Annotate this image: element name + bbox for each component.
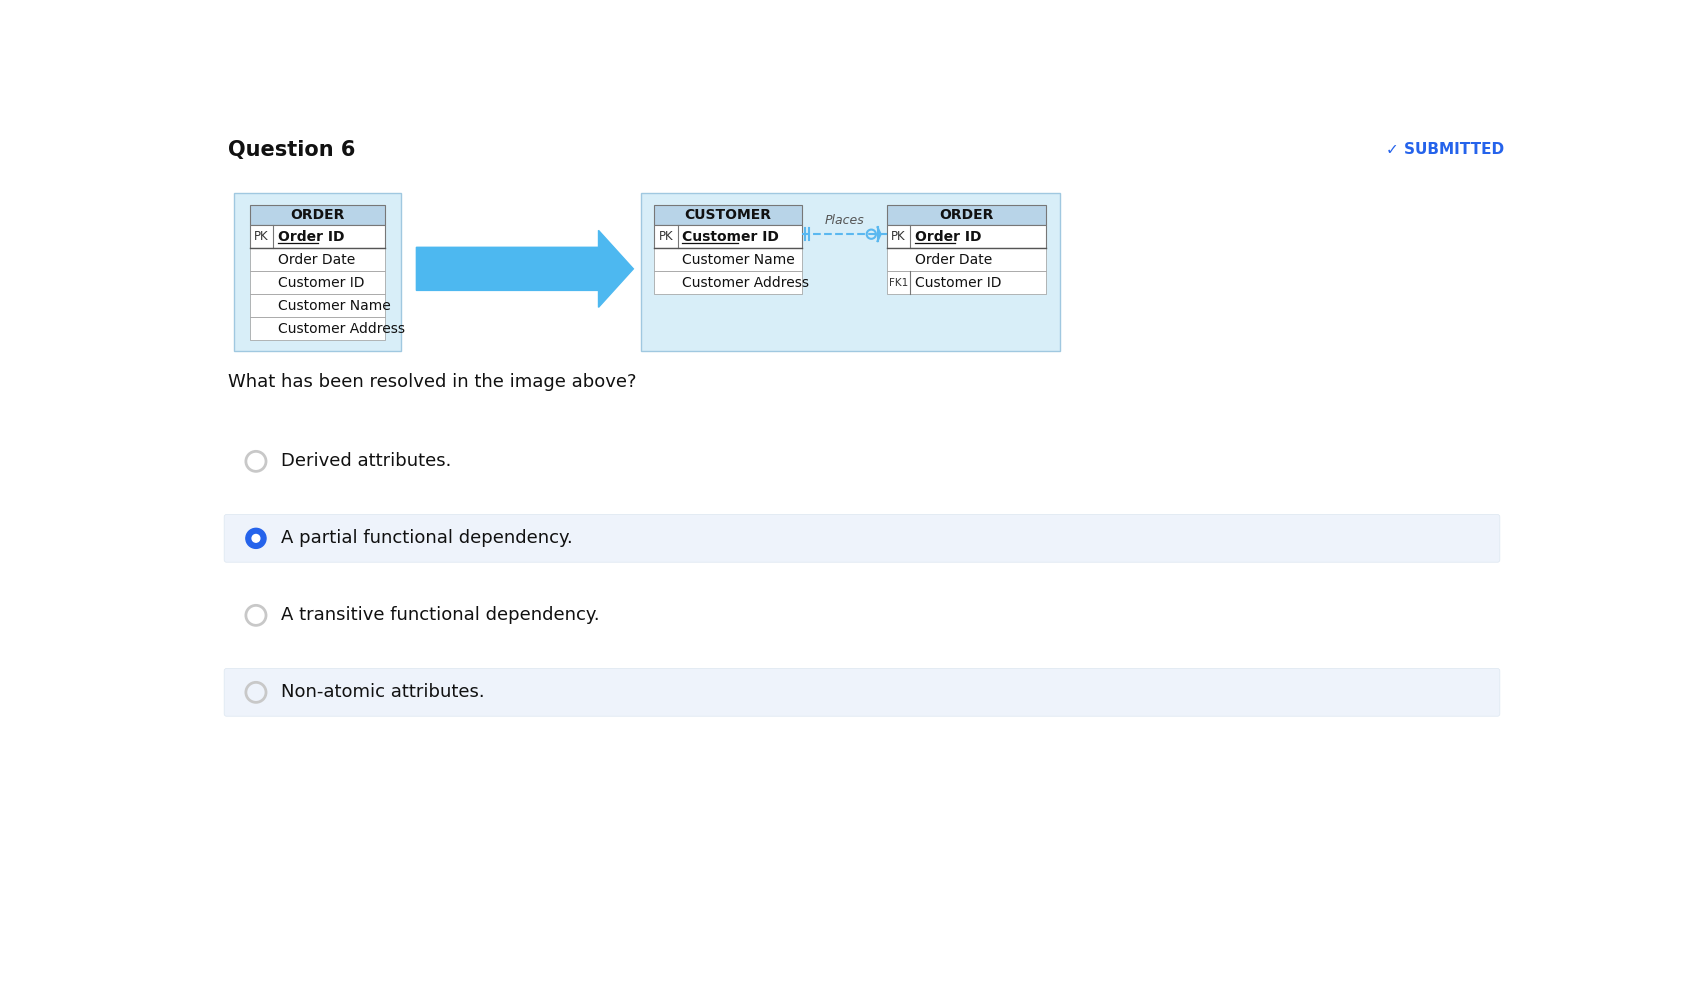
Bar: [250, 248, 385, 272]
Bar: [250, 225, 385, 248]
Text: A transitive functional dependency.: A transitive functional dependency.: [280, 606, 599, 624]
Bar: [886, 205, 1045, 225]
Bar: [250, 318, 385, 341]
Bar: [641, 193, 1060, 352]
Text: Order Date: Order Date: [277, 253, 354, 267]
Text: Order ID: Order ID: [915, 229, 981, 243]
Text: ORDER: ORDER: [290, 208, 344, 222]
Text: Customer Name: Customer Name: [682, 253, 795, 267]
Circle shape: [252, 534, 260, 542]
FancyBboxPatch shape: [225, 514, 1501, 562]
Bar: [250, 205, 385, 225]
Bar: [886, 272, 1045, 295]
Text: Customer Address: Customer Address: [682, 276, 809, 290]
Bar: [655, 205, 802, 225]
Text: Derived attributes.: Derived attributes.: [280, 452, 451, 470]
Text: Places: Places: [824, 213, 864, 226]
Text: ✓ SUBMITTED: ✓ SUBMITTED: [1386, 142, 1504, 157]
Text: Order ID: Order ID: [277, 229, 344, 243]
Text: Order Date: Order Date: [915, 253, 993, 267]
Text: What has been resolved in the image above?: What has been resolved in the image abov…: [228, 373, 636, 391]
Text: PK: PK: [891, 230, 906, 243]
FancyBboxPatch shape: [225, 668, 1501, 716]
Text: Customer Address: Customer Address: [277, 322, 405, 336]
Text: Question 6: Question 6: [228, 139, 356, 159]
Text: Customer ID: Customer ID: [915, 276, 1001, 290]
Text: Non-atomic attributes.: Non-atomic attributes.: [280, 683, 484, 701]
Bar: [886, 248, 1045, 272]
Circle shape: [246, 528, 267, 548]
Bar: [235, 193, 400, 352]
Polygon shape: [417, 230, 633, 308]
Bar: [886, 225, 1045, 248]
Text: FK1: FK1: [890, 278, 908, 288]
Text: PK: PK: [255, 230, 268, 243]
Text: ORDER: ORDER: [939, 208, 994, 222]
Bar: [655, 225, 802, 248]
Text: Customer ID: Customer ID: [682, 229, 780, 243]
Bar: [250, 295, 385, 318]
Text: Customer ID: Customer ID: [277, 276, 365, 290]
Bar: [250, 272, 385, 295]
Bar: [655, 248, 802, 272]
Text: PK: PK: [658, 230, 674, 243]
Text: A partial functional dependency.: A partial functional dependency.: [280, 529, 572, 547]
Text: CUSTOMER: CUSTOMER: [684, 208, 771, 222]
Text: Customer Name: Customer Name: [277, 299, 390, 313]
Bar: [655, 272, 802, 295]
